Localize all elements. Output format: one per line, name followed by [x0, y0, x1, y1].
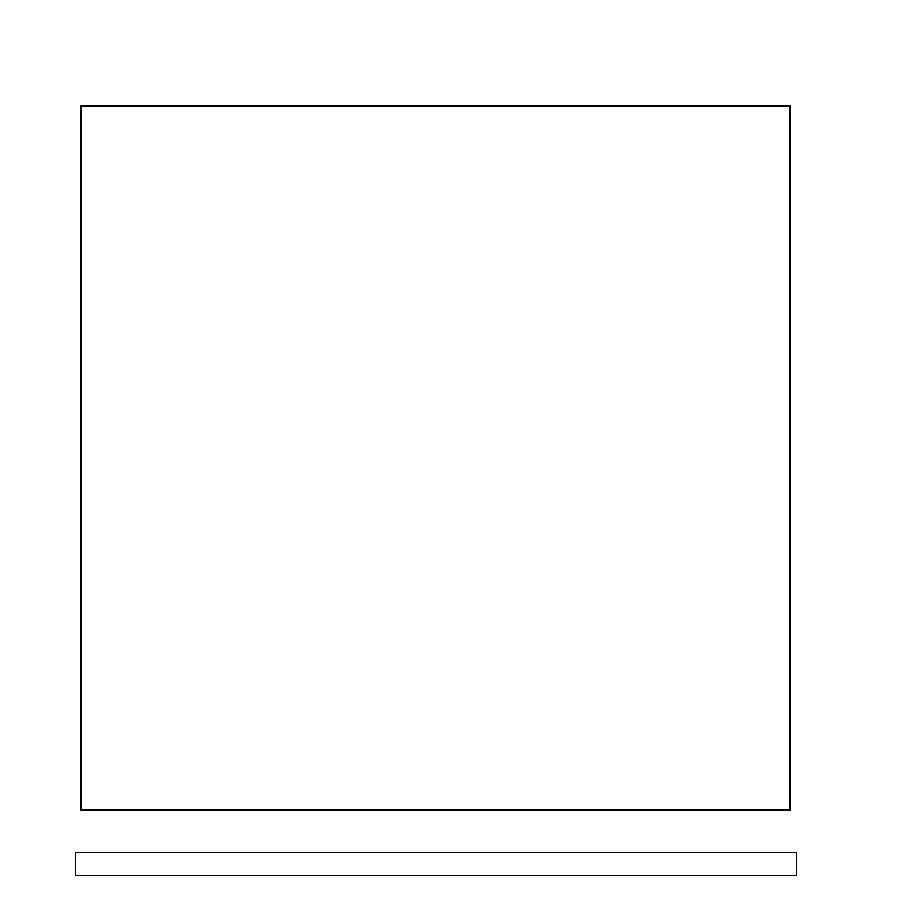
map-svg — [82, 107, 789, 809]
map-panel — [80, 105, 791, 811]
colorbar — [75, 852, 797, 876]
